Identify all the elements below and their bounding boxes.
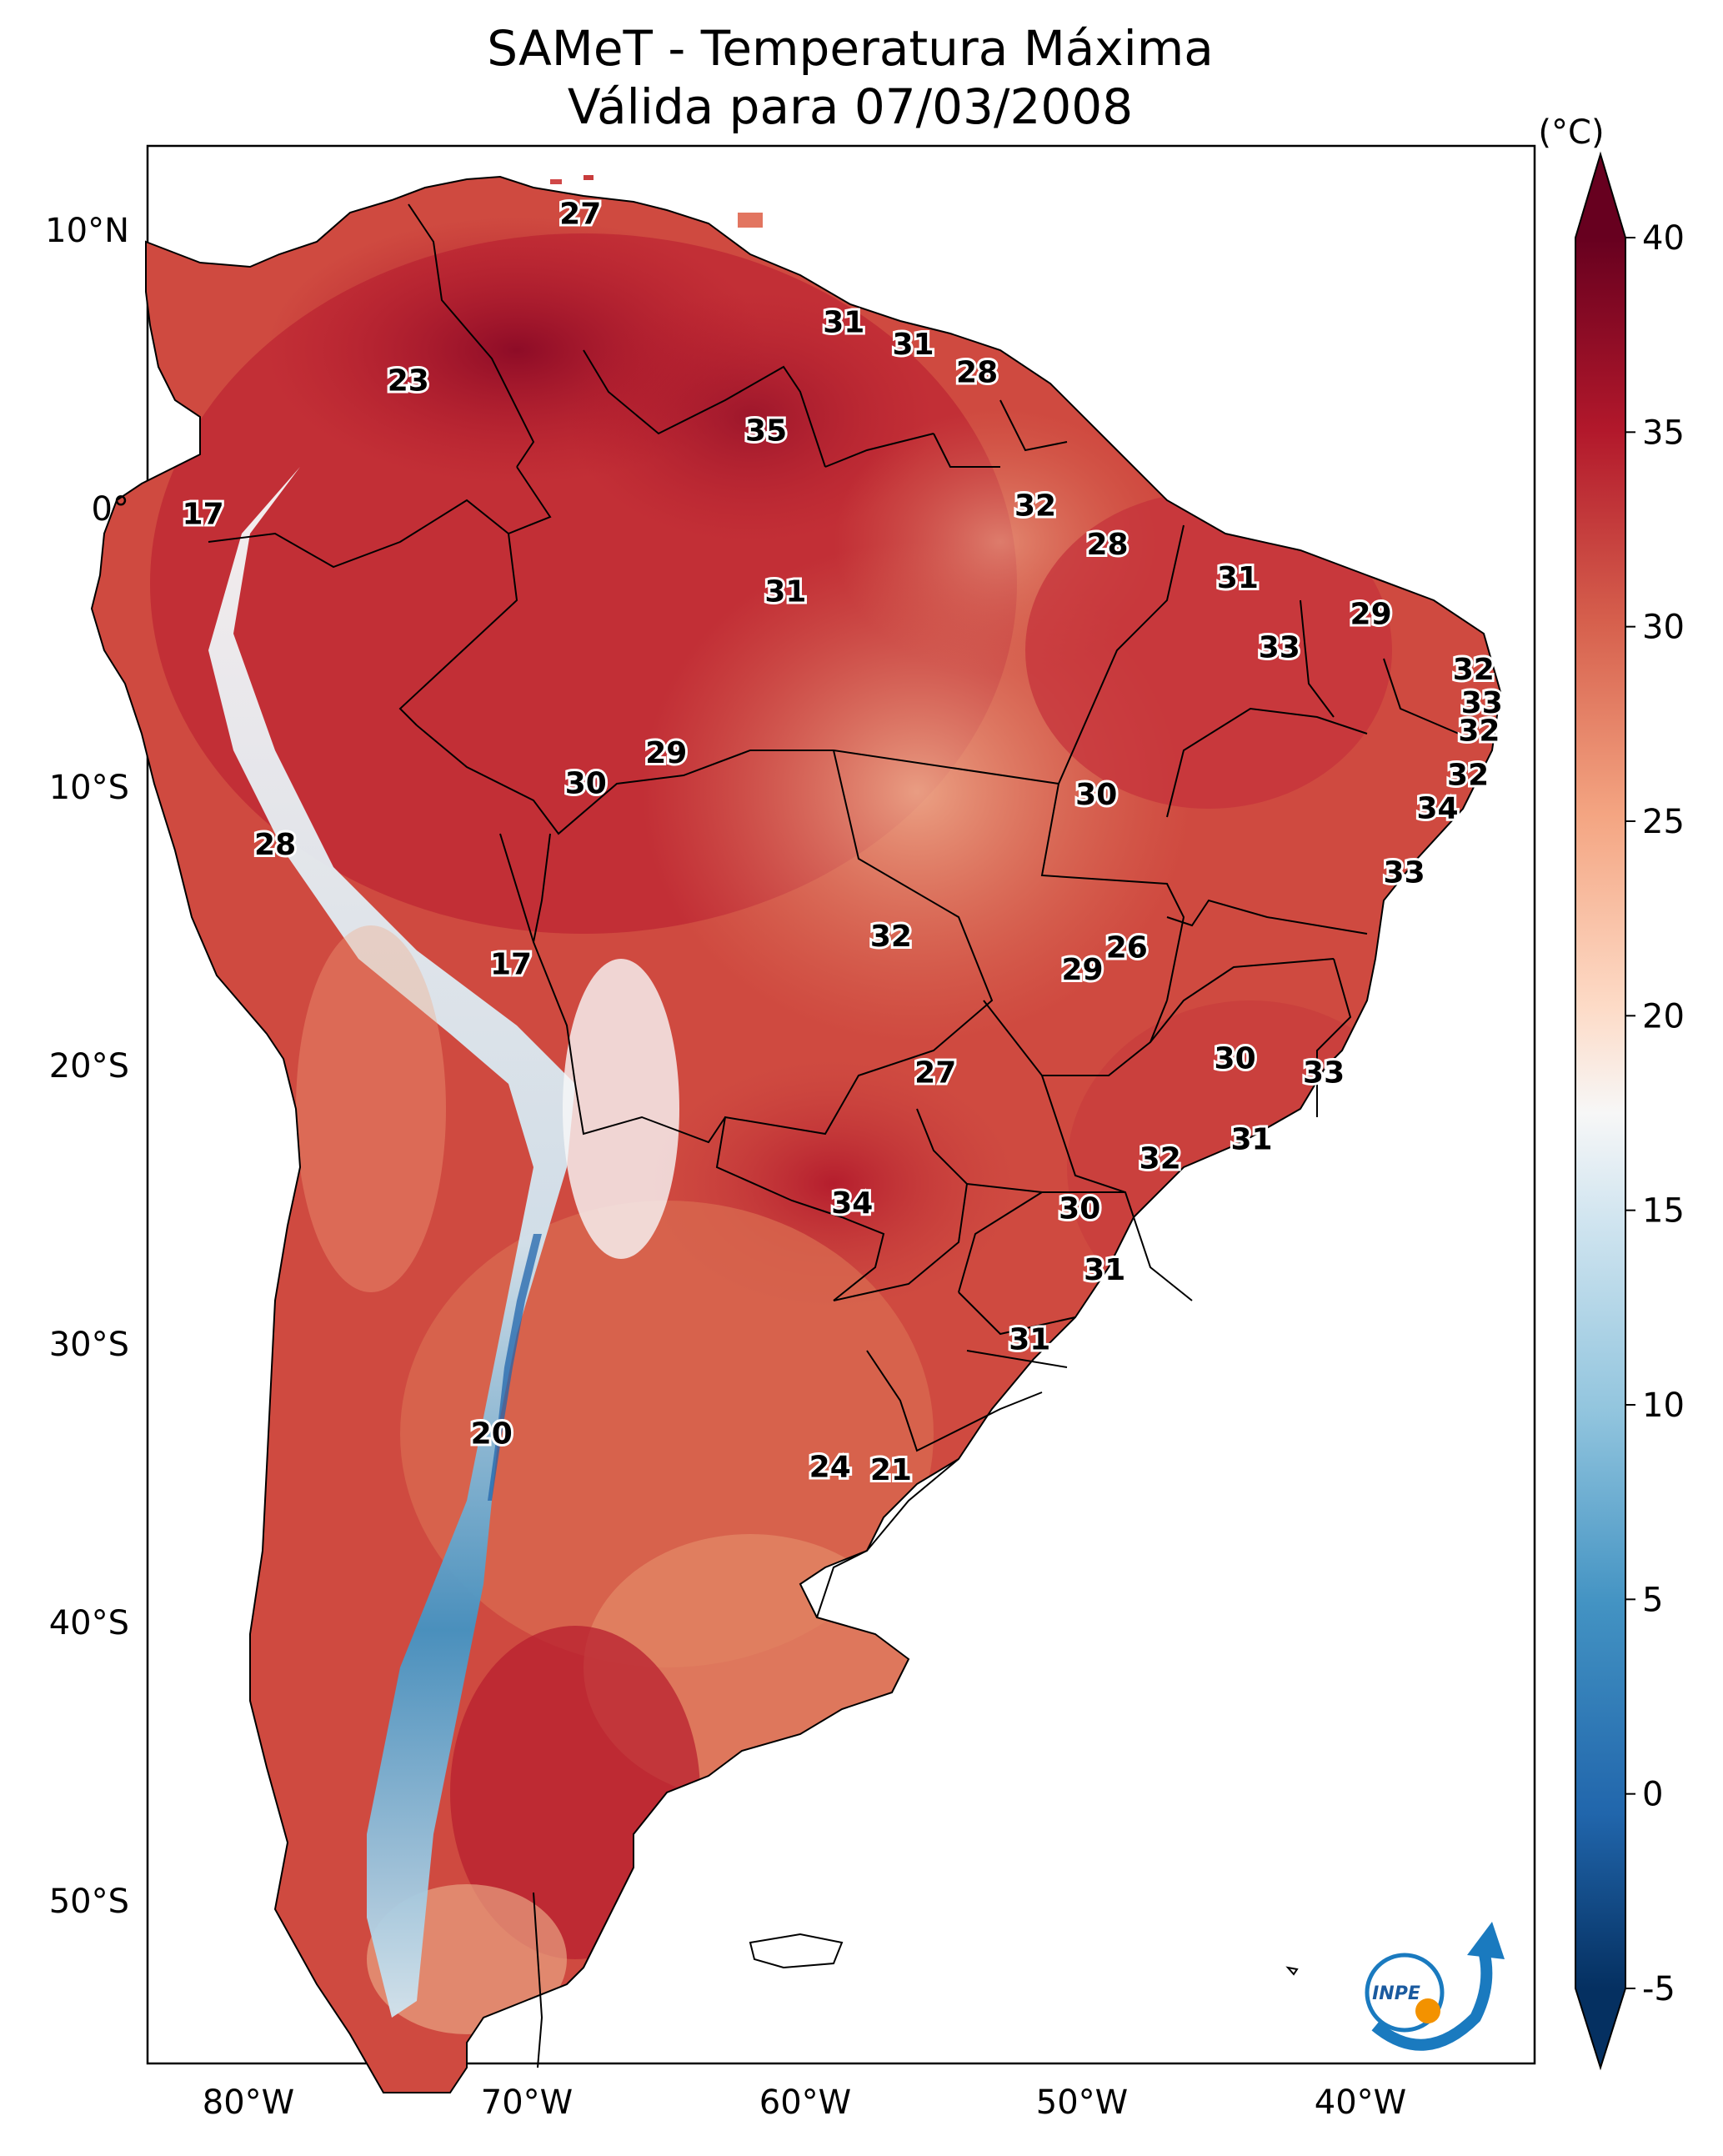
inpe-logo: INPE [1365, 1922, 1505, 2051]
station-value-37: 24 [809, 1451, 851, 1485]
station-value-32: 34 [831, 1186, 873, 1221]
station-value-31: 32 [1139, 1142, 1181, 1176]
station-value-27: 30 [1215, 1042, 1256, 1076]
station-value-3: 31 [892, 328, 934, 362]
station-value-7: 17 [183, 497, 224, 531]
station-value-13: 32 [1453, 653, 1495, 687]
station-value-6: 32 [1014, 489, 1056, 523]
colorbar-gradient [1575, 238, 1625, 1988]
colorbar-tick-label-0: 40 [1642, 219, 1685, 258]
lat-label-10n: 10°N [45, 212, 129, 250]
station-value-30: 31 [1230, 1122, 1272, 1156]
station-value-9: 31 [1217, 561, 1259, 595]
station-value-4: 28 [956, 355, 998, 389]
inpe-logo-text: INPE [1372, 1983, 1420, 2004]
station-value-12: 33 [1259, 630, 1300, 664]
lat-label-30s: 30°S [49, 1326, 129, 1364]
lat-label-10s: 10°S [49, 769, 129, 807]
station-value-34: 31 [1084, 1253, 1125, 1287]
colorbar-min-extend [1575, 1988, 1625, 2068]
lat-axis: 10°N 0° 10°S 20°S 30°S 40°S 50°S [45, 212, 129, 1921]
station-value-2: 31 [823, 305, 864, 339]
colorbar-tick-label-8: 0 [1642, 1776, 1663, 1814]
station-value-16: 29 [645, 736, 687, 770]
colorbar-tick-label-1: 35 [1642, 414, 1685, 452]
station-value-0: 27 [559, 197, 601, 231]
colorbar-tick-label-5: 15 [1642, 1192, 1685, 1231]
station-value-14: 33 [1461, 686, 1503, 720]
station-value-28: 27 [914, 1055, 956, 1090]
lon-label-40w: 40°W [1315, 2083, 1406, 2122]
lon-label-50w: 50°W [1036, 2083, 1128, 2122]
colorbar: (°C) 40 35 30 25 20 15 10 5 0 -5 [1538, 113, 1685, 2071]
station-value-36: 20 [471, 1417, 513, 1452]
lat-label-40s: 40°S [49, 1604, 129, 1642]
lat-label-0: 0° [92, 490, 129, 529]
lon-label-60w: 60°W [759, 2083, 851, 2122]
station-value-15: 32 [1458, 714, 1500, 748]
islands [550, 175, 1299, 1976]
colorbar-tick-label-2: 30 [1642, 609, 1685, 647]
station-value-17: 30 [565, 767, 607, 801]
station-value-20: 34 [1416, 792, 1458, 826]
lon-label-70w: 70°W [481, 2083, 573, 2122]
lon-label-80w: 80°W [203, 2083, 294, 2122]
station-value-24: 32 [870, 920, 912, 954]
station-value-5: 35 [745, 414, 787, 448]
station-value-10: 31 [764, 575, 806, 609]
colorbar-tick-label-7: 5 [1642, 1581, 1663, 1619]
colorbar-tick-label-4: 20 [1642, 997, 1685, 1035]
colorbar-ticks: 40 35 30 25 20 15 10 5 0 -5 [1625, 219, 1685, 2008]
colorbar-tick-label-6: 10 [1642, 1386, 1685, 1425]
station-value-26: 29 [1061, 953, 1103, 987]
station-value-11: 29 [1350, 597, 1392, 631]
station-value-25: 26 [1106, 930, 1148, 965]
station-value-19: 32 [1447, 759, 1489, 793]
colorbar-unit-label: (°C) [1538, 113, 1604, 152]
station-value-21: 28 [254, 828, 296, 862]
lat-label-50s: 50°S [49, 1883, 129, 1921]
colorbar-max-extend [1575, 154, 1625, 238]
station-value-33: 30 [1059, 1192, 1100, 1226]
lat-label-20s: 20°S [49, 1047, 129, 1086]
map-title: SAMeT - Temperatura Máxima [487, 20, 1214, 77]
map-subtitle: Válida para 07/03/2008 [568, 78, 1133, 135]
colorbar-tick-label-3: 25 [1642, 803, 1685, 841]
station-value-1: 23 [388, 364, 429, 398]
station-value-8: 28 [1086, 528, 1128, 562]
station-value-29: 33 [1303, 1055, 1345, 1090]
colorbar-tick-label-9: -5 [1642, 1970, 1675, 2008]
station-value-23: 17 [490, 947, 532, 981]
station-value-22: 33 [1384, 855, 1425, 890]
station-value-35: 31 [1009, 1322, 1050, 1356]
station-value-18: 30 [1075, 778, 1117, 812]
country-borders [208, 203, 1460, 2068]
station-value-38: 21 [870, 1453, 912, 1487]
lon-axis: 80°W 70°W 60°W 50°W 40°W [203, 2083, 1406, 2122]
